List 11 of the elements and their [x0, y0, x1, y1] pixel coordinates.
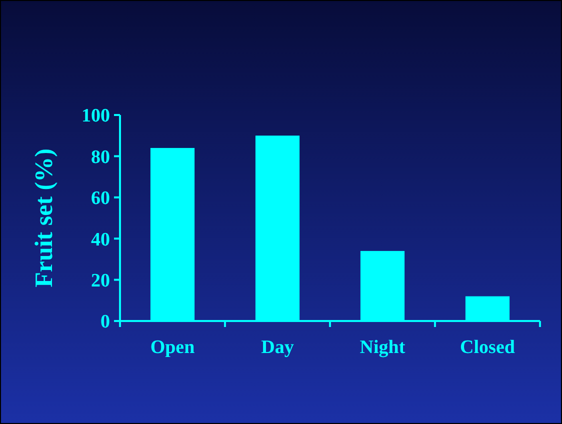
y-tick-label: 40: [91, 229, 110, 250]
x-tick-label: Night: [360, 337, 406, 358]
y-tick-label: 0: [100, 312, 110, 333]
y-tick-label: 100: [82, 106, 110, 127]
y-tick-label: 80: [91, 146, 110, 168]
y-tick-label: 60: [91, 188, 110, 210]
x-tick-label: Closed: [460, 337, 516, 358]
y-tick-label: 20: [91, 270, 110, 292]
y-axis-title: Fruit set (%): [31, 148, 58, 288]
x-tick-label: Open: [150, 337, 196, 358]
x-tick-label: Day: [261, 337, 294, 358]
